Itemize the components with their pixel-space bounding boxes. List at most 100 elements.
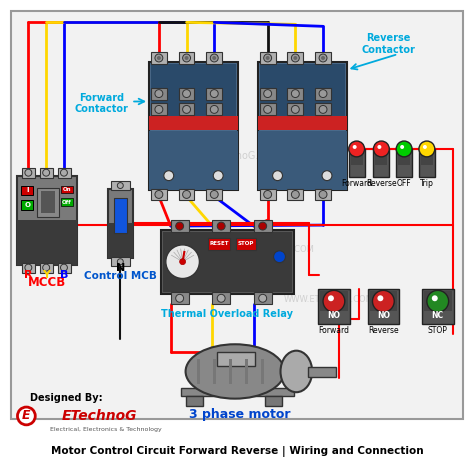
Text: Electrical, Electronics & Technology: Electrical, Electronics & Technology: [50, 427, 162, 432]
Circle shape: [210, 105, 218, 113]
Bar: [149, 62, 238, 190]
Text: E: E: [22, 410, 31, 423]
Text: STOP: STOP: [238, 241, 254, 246]
Circle shape: [264, 190, 272, 198]
Circle shape: [210, 90, 218, 97]
Bar: [151, 88, 167, 100]
Text: NC: NC: [432, 311, 444, 320]
Ellipse shape: [186, 344, 284, 399]
Bar: [217, 351, 255, 366]
Circle shape: [264, 54, 272, 62]
Circle shape: [155, 54, 163, 62]
Bar: [229, 358, 232, 384]
Bar: [37, 188, 59, 217]
Text: STOP: STOP: [428, 326, 447, 336]
Bar: [21, 200, 33, 210]
Bar: [58, 263, 71, 272]
Circle shape: [376, 294, 390, 308]
Circle shape: [61, 169, 67, 176]
Bar: [206, 103, 222, 115]
Circle shape: [376, 144, 386, 154]
Bar: [109, 189, 133, 258]
Circle shape: [217, 294, 225, 302]
Bar: [206, 88, 222, 100]
Bar: [149, 117, 238, 130]
Bar: [367, 289, 399, 324]
Bar: [181, 388, 294, 396]
Circle shape: [423, 145, 427, 149]
Bar: [287, 189, 303, 200]
Circle shape: [184, 56, 189, 60]
Bar: [398, 151, 410, 165]
Bar: [236, 238, 256, 250]
Circle shape: [182, 90, 191, 97]
Circle shape: [321, 56, 325, 60]
Bar: [212, 220, 230, 232]
Bar: [287, 103, 303, 115]
Bar: [198, 358, 201, 384]
Bar: [375, 151, 387, 165]
Ellipse shape: [281, 351, 312, 392]
Text: Trip: Trip: [420, 179, 434, 188]
Bar: [206, 52, 222, 64]
Circle shape: [182, 54, 191, 62]
Bar: [151, 103, 167, 115]
Text: Control MCB: Control MCB: [84, 271, 157, 280]
Bar: [206, 189, 222, 200]
Text: WWW.ETechnoG.COM: WWW.ETechnoG.COM: [178, 151, 282, 161]
Circle shape: [180, 259, 186, 265]
Circle shape: [399, 144, 409, 154]
Text: Reverse
Contactor: Reverse Contactor: [361, 33, 415, 55]
Circle shape: [182, 190, 191, 198]
Bar: [254, 292, 272, 304]
Circle shape: [155, 190, 163, 198]
Circle shape: [182, 105, 191, 113]
Circle shape: [373, 290, 394, 312]
Circle shape: [319, 54, 327, 62]
Text: OFF: OFF: [397, 179, 411, 188]
Circle shape: [155, 105, 163, 113]
Bar: [422, 289, 454, 324]
Bar: [151, 64, 236, 128]
Text: Forward: Forward: [319, 326, 349, 336]
Bar: [374, 149, 389, 176]
Bar: [258, 117, 347, 130]
Circle shape: [377, 145, 382, 149]
Text: Forward
Contactor: Forward Contactor: [74, 93, 128, 114]
Bar: [261, 358, 264, 384]
Circle shape: [431, 294, 445, 308]
Text: RESET: RESET: [210, 241, 229, 246]
Text: ETechnoG: ETechnoG: [62, 409, 137, 423]
Bar: [315, 103, 331, 115]
Bar: [260, 103, 275, 115]
Circle shape: [292, 105, 299, 113]
Text: B: B: [60, 270, 68, 279]
Circle shape: [155, 90, 163, 97]
Circle shape: [213, 171, 223, 181]
Circle shape: [210, 54, 218, 62]
Bar: [212, 292, 230, 304]
Bar: [260, 88, 275, 100]
Bar: [213, 358, 216, 384]
Bar: [320, 292, 348, 311]
Text: MCCB: MCCB: [28, 276, 66, 289]
Circle shape: [293, 56, 297, 60]
Bar: [258, 62, 347, 190]
Text: Y: Y: [42, 270, 50, 279]
Bar: [179, 103, 194, 115]
Text: Thermal Overload Relay: Thermal Overload Relay: [161, 309, 293, 319]
Bar: [260, 189, 275, 200]
Circle shape: [292, 90, 299, 97]
Bar: [421, 151, 433, 165]
Bar: [318, 289, 350, 324]
Circle shape: [292, 190, 299, 198]
Text: NO: NO: [377, 311, 390, 320]
Circle shape: [419, 141, 435, 157]
Text: O: O: [24, 202, 30, 208]
Circle shape: [353, 145, 356, 149]
Circle shape: [25, 264, 32, 271]
Circle shape: [322, 171, 332, 181]
Circle shape: [164, 171, 173, 181]
Circle shape: [176, 294, 183, 302]
Text: Off: Off: [62, 200, 72, 205]
